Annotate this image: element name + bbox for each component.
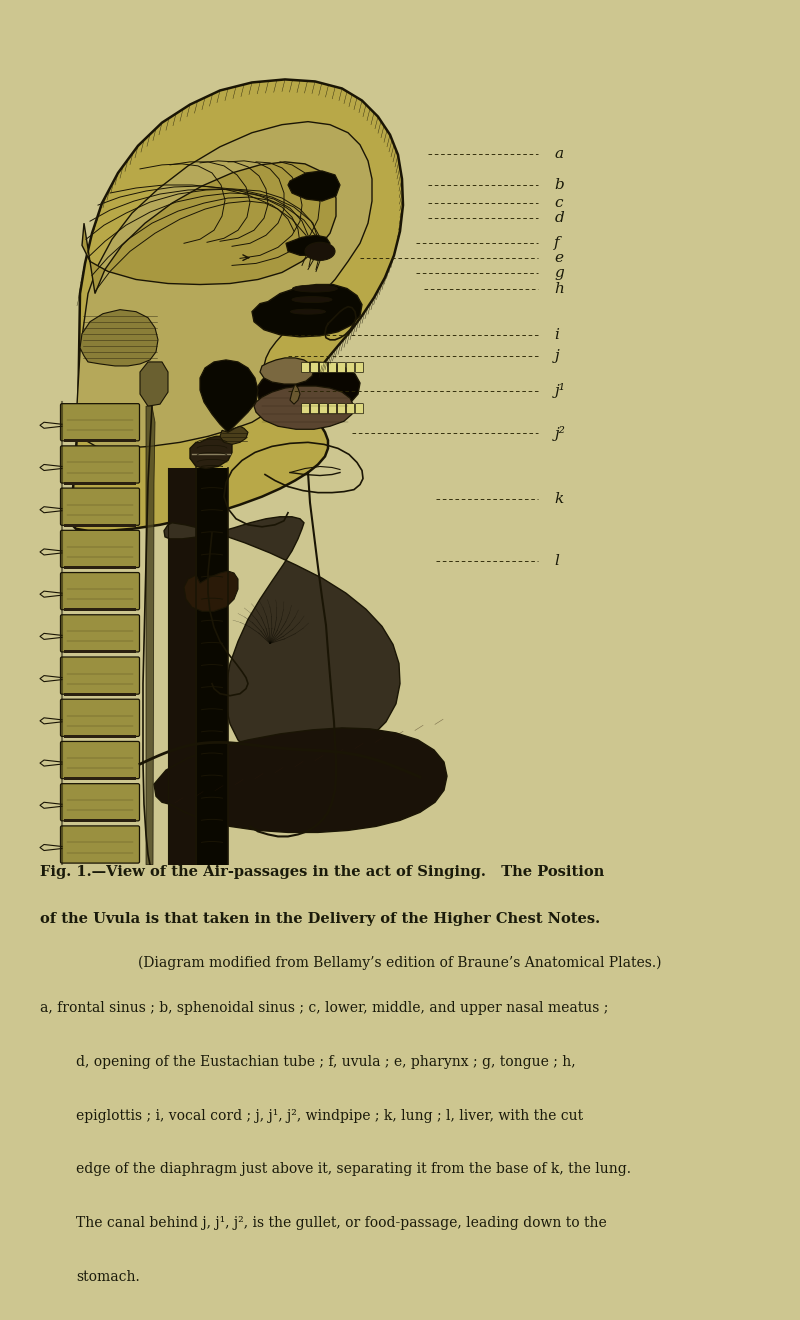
FancyBboxPatch shape [310, 404, 318, 413]
Text: epiglottis ; i, vocal cord ; j, j¹, j², windpipe ; k, lung ; l, liver, with the : epiglottis ; i, vocal cord ; j, j¹, j², … [76, 1109, 583, 1123]
Bar [64, 609, 136, 611]
Bar [64, 651, 136, 653]
Bar [64, 440, 136, 442]
FancyBboxPatch shape [302, 363, 310, 372]
Text: j: j [554, 350, 559, 363]
FancyBboxPatch shape [61, 488, 139, 525]
Bar [64, 820, 136, 822]
Text: edge of the diaphragm just above it, separating it from the base of k, the lung.: edge of the diaphragm just above it, sep… [76, 1163, 631, 1176]
FancyBboxPatch shape [61, 826, 139, 863]
Polygon shape [80, 310, 158, 366]
Text: i: i [554, 327, 559, 342]
Polygon shape [260, 358, 314, 384]
Text: Fig. 1.—View of the Air-passages in the act of Singing.   The Position: Fig. 1.—View of the Air-passages in the … [40, 865, 604, 879]
Text: g: g [554, 267, 564, 280]
Polygon shape [254, 385, 354, 429]
Bar [168, 469, 196, 865]
Text: l: l [554, 554, 559, 568]
FancyBboxPatch shape [61, 573, 139, 610]
Text: d: d [554, 211, 564, 226]
Polygon shape [290, 384, 300, 404]
FancyBboxPatch shape [329, 363, 337, 372]
FancyBboxPatch shape [319, 404, 327, 413]
Polygon shape [140, 362, 168, 407]
Bar [64, 524, 136, 527]
FancyBboxPatch shape [319, 363, 327, 372]
Polygon shape [146, 407, 155, 865]
Polygon shape [154, 727, 447, 833]
Text: j¹: j¹ [554, 383, 566, 399]
FancyBboxPatch shape [329, 404, 337, 413]
Text: j²: j² [554, 425, 566, 441]
FancyBboxPatch shape [310, 363, 318, 372]
Polygon shape [220, 426, 248, 445]
Bar [64, 566, 136, 569]
Text: of the Uvula is that taken in the Delivery of the Higher Chest Notes.: of the Uvula is that taken in the Delive… [40, 912, 600, 927]
Polygon shape [76, 121, 372, 449]
Polygon shape [256, 362, 360, 416]
Bar [64, 735, 136, 738]
Text: The canal behind j, j¹, j², is the gullet, or food-passage, leading down to the: The canal behind j, j¹, j², is the gulle… [76, 1216, 606, 1230]
FancyBboxPatch shape [61, 700, 139, 737]
Text: e: e [554, 251, 563, 264]
FancyBboxPatch shape [338, 404, 346, 413]
Bar [64, 482, 136, 484]
Polygon shape [288, 170, 340, 201]
FancyBboxPatch shape [61, 784, 139, 821]
Polygon shape [164, 516, 400, 764]
Text: b: b [554, 178, 564, 193]
FancyBboxPatch shape [355, 363, 363, 372]
Bar [64, 693, 136, 696]
FancyBboxPatch shape [61, 615, 139, 652]
FancyBboxPatch shape [355, 404, 363, 413]
Text: stomach.: stomach. [76, 1270, 140, 1284]
Polygon shape [184, 572, 238, 611]
FancyBboxPatch shape [346, 363, 354, 372]
Polygon shape [82, 162, 336, 293]
Text: d, opening of the Eustachian tube ; f, uvula ; e, pharynx ; g, tongue ; h,: d, opening of the Eustachian tube ; f, u… [76, 1055, 576, 1069]
Text: a: a [554, 148, 563, 161]
FancyBboxPatch shape [61, 742, 139, 779]
FancyBboxPatch shape [61, 446, 139, 483]
Polygon shape [190, 437, 232, 469]
Ellipse shape [293, 285, 338, 292]
Text: k: k [554, 492, 564, 506]
Text: h: h [554, 282, 564, 296]
FancyBboxPatch shape [61, 657, 139, 694]
FancyBboxPatch shape [338, 363, 346, 372]
Bar [64, 777, 136, 780]
Ellipse shape [290, 309, 326, 314]
Text: c: c [554, 195, 563, 210]
Text: (Diagram modified from Bellamy’s edition of Braune’s Anatomical Plates.): (Diagram modified from Bellamy’s edition… [138, 956, 662, 970]
Polygon shape [252, 285, 362, 337]
Polygon shape [70, 79, 403, 531]
Text: f: f [554, 235, 560, 249]
Polygon shape [286, 235, 330, 255]
Text: a, frontal sinus ; b, sphenoidal sinus ; c, lower, middle, and upper nasal meatu: a, frontal sinus ; b, sphenoidal sinus ;… [40, 1001, 608, 1015]
FancyBboxPatch shape [302, 404, 310, 413]
FancyBboxPatch shape [346, 404, 354, 413]
Ellipse shape [292, 297, 332, 302]
FancyBboxPatch shape [61, 531, 139, 568]
Bar [196, 469, 228, 865]
FancyBboxPatch shape [61, 404, 139, 441]
Ellipse shape [305, 243, 335, 260]
Polygon shape [200, 360, 258, 433]
